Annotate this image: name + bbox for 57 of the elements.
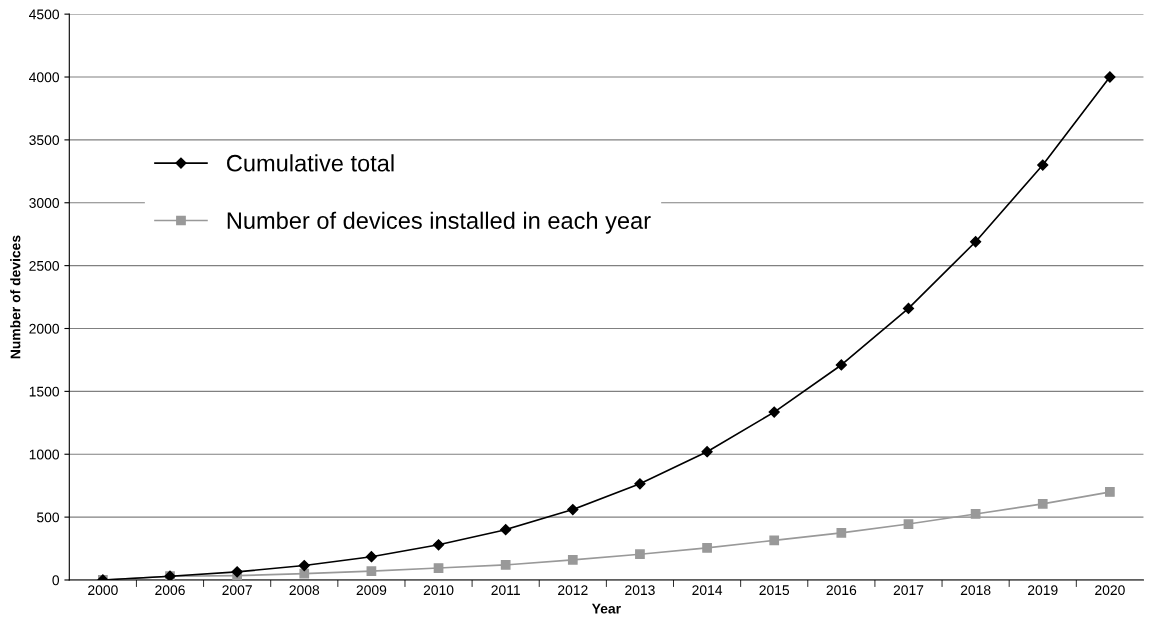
x-tick-label: 2018 bbox=[960, 585, 991, 596]
y-tick-label: 1500 bbox=[29, 386, 60, 397]
y-tick-label: 0 bbox=[52, 575, 60, 586]
x-tick-label: 2016 bbox=[826, 585, 857, 596]
x-tick-label: 2019 bbox=[1028, 585, 1058, 596]
y-tick-label: 3000 bbox=[29, 198, 60, 208]
y-tick-label: 4000 bbox=[29, 72, 60, 83]
x-tick-label: 2020 bbox=[1095, 585, 1125, 596]
point bbox=[567, 503, 579, 516]
point bbox=[970, 236, 982, 248]
point bbox=[1037, 499, 1048, 509]
x-tick-label: 2011 bbox=[491, 585, 520, 596]
point bbox=[432, 539, 445, 551]
point bbox=[500, 560, 511, 570]
point bbox=[702, 543, 712, 553]
point bbox=[634, 478, 646, 490]
x-tick-label: 2015 bbox=[759, 585, 790, 596]
x-tick-label: 2017 bbox=[893, 585, 924, 596]
point bbox=[231, 566, 243, 578]
y-tick-label: 3500 bbox=[29, 135, 60, 146]
point bbox=[1037, 159, 1049, 171]
point bbox=[567, 555, 578, 565]
x-tick-label: 2006 bbox=[155, 585, 185, 596]
x-axis-title: Year bbox=[591, 603, 621, 614]
x-tick-label: 2000 bbox=[88, 585, 118, 596]
point bbox=[769, 535, 780, 546]
x-tick-label: 2007 bbox=[222, 585, 252, 596]
point bbox=[768, 406, 780, 418]
point bbox=[1104, 71, 1116, 83]
x-tick-label: 2014 bbox=[692, 585, 723, 596]
x-tick-label: 2008 bbox=[289, 585, 320, 596]
point bbox=[366, 566, 377, 577]
y-tick-label: 500 bbox=[36, 512, 60, 523]
point bbox=[701, 446, 713, 458]
y-tick-label: 2500 bbox=[29, 260, 60, 271]
point bbox=[298, 559, 310, 572]
x-tick-label: 2010 bbox=[423, 585, 454, 596]
point bbox=[902, 302, 915, 314]
y-tick-label: 1000 bbox=[29, 449, 60, 460]
point bbox=[635, 549, 645, 560]
point bbox=[365, 551, 378, 563]
point bbox=[835, 359, 847, 371]
point bbox=[903, 519, 914, 529]
point bbox=[836, 527, 847, 538]
y-tick-label: 4500 bbox=[29, 9, 60, 20]
x-tick-label: 2009 bbox=[356, 585, 387, 596]
legend-label: Number of devices installed in each year bbox=[227, 211, 651, 234]
x-tick-label: 2013 bbox=[625, 585, 655, 596]
x-tick-label: 2012 bbox=[558, 585, 588, 596]
point bbox=[433, 563, 444, 573]
legend-label: Cumulative total bbox=[227, 154, 394, 172]
point bbox=[1105, 487, 1115, 497]
point bbox=[299, 568, 310, 579]
point bbox=[970, 509, 981, 519]
y-tick-label: 2000 bbox=[29, 323, 60, 334]
y-axis-title: Number of devices bbox=[10, 235, 21, 359]
point bbox=[500, 524, 512, 536]
